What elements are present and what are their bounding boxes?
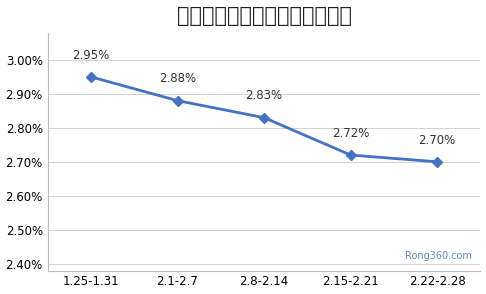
Text: 2.95%: 2.95% (72, 49, 109, 61)
Text: 2.88%: 2.88% (159, 72, 196, 85)
Text: Rong360.com: Rong360.com (405, 251, 472, 261)
Text: 2.83%: 2.83% (245, 89, 283, 102)
Title: 近一个月互联网宝宝收益率走势: 近一个月互联网宝宝收益率走势 (176, 6, 351, 26)
Text: 2.70%: 2.70% (418, 133, 456, 146)
Text: 2.72%: 2.72% (332, 127, 369, 140)
